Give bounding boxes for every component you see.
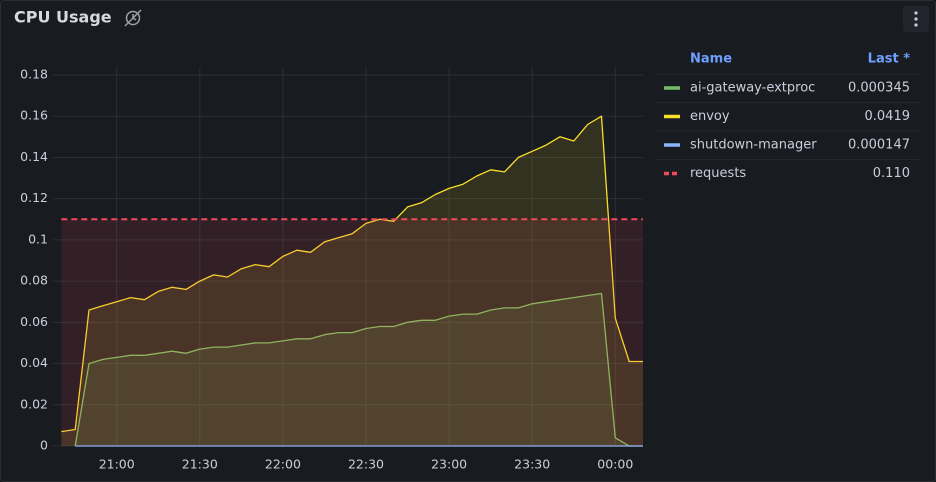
series-line xyxy=(74,292,643,447)
chart-title: CPU Usage xyxy=(14,8,112,27)
x-tick-label: 00:00 xyxy=(597,457,633,472)
y-tick-label: 0.08 xyxy=(20,273,48,288)
legend-header: Last * xyxy=(868,52,911,67)
area-fill xyxy=(61,219,644,446)
x-tick-label: 21:00 xyxy=(99,457,135,472)
y-tick-label: 0.16 xyxy=(20,108,48,123)
x-tick-label: 23:00 xyxy=(431,457,467,472)
y-tick-label: 0.04 xyxy=(20,355,48,370)
legend-label[interactable]: requests xyxy=(690,166,746,181)
no-sync-icon[interactable] xyxy=(124,9,142,27)
x-tick-label: 22:00 xyxy=(265,457,301,472)
area-fill xyxy=(75,293,643,446)
y-tick-label: 0.18 xyxy=(20,67,48,82)
legend-label[interactable]: envoy xyxy=(690,109,730,124)
series-line xyxy=(61,115,643,433)
legend-header: Name xyxy=(690,52,732,67)
area-fill xyxy=(61,116,644,446)
menu-button[interactable] xyxy=(903,6,929,32)
y-tick-label: 0 xyxy=(40,438,48,453)
y-tick-label: 0.1 xyxy=(28,231,48,246)
legend-label[interactable]: shutdown-manager xyxy=(690,138,817,153)
legend-last-value: 0.000147 xyxy=(848,138,910,153)
x-tick-label: 23:30 xyxy=(514,457,550,472)
y-tick-label: 0.06 xyxy=(20,314,48,329)
y-tick-label: 0.12 xyxy=(20,190,48,205)
legend-label[interactable]: ai-gateway-extproc xyxy=(690,81,815,96)
legend-last-value: 0.110 xyxy=(873,166,910,181)
legend-last-value: 0.0419 xyxy=(865,109,911,124)
y-tick-label: 0.14 xyxy=(20,149,48,164)
x-tick-label: 22:30 xyxy=(348,457,384,472)
x-tick-label: 21:30 xyxy=(182,457,218,472)
y-tick-label: 0.02 xyxy=(20,396,48,411)
legend-last-value: 0.000345 xyxy=(848,81,910,96)
